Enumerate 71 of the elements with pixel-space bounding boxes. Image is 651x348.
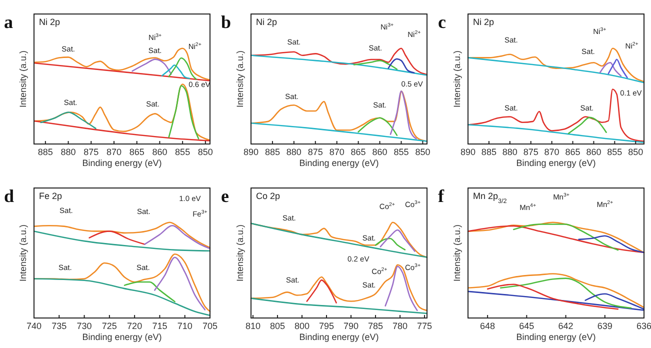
x-tick-label: 639	[597, 321, 612, 331]
x-tick-label: 860	[372, 147, 388, 157]
x-tick-label: 870	[544, 147, 560, 157]
x-tick-label: 875	[84, 147, 99, 157]
x-tick-label: 795	[318, 321, 334, 331]
y-axis-title: Intensity (a.u.)	[452, 50, 462, 108]
chart-title: Ni 2p	[473, 17, 494, 27]
x-tick-label: 880	[502, 147, 518, 157]
x-tick-label: 870	[106, 147, 122, 157]
x-tick-label: 860	[152, 147, 168, 157]
chart-title: Co 2p	[256, 191, 280, 201]
x-tick-label: 790	[343, 321, 359, 331]
x-tick-label: 865	[129, 147, 144, 157]
x-tick-label: 785	[368, 321, 384, 331]
x-tick-label: 740	[26, 321, 42, 331]
x-axis-title: Binding energy (eV)	[516, 158, 596, 168]
x-tick-label: 875	[523, 147, 538, 157]
x-tick-label: 855	[394, 147, 409, 157]
x-tick-label: 850	[415, 147, 430, 157]
x-tick-label: 735	[52, 321, 67, 331]
y-axis-title: Intensity (a.u.)	[18, 50, 28, 108]
y-axis-title: Intensity (a.u.)	[18, 224, 28, 282]
x-tick-label: 870	[329, 147, 344, 157]
x-tick-label: 636	[636, 321, 651, 331]
chart-title: Ni 2p	[39, 17, 60, 27]
x-tick-label: 860	[586, 147, 602, 157]
x-axis-title: Binding energy (eV)	[299, 158, 379, 168]
x-tick-label: 805	[270, 321, 285, 331]
x-tick-label: 875	[308, 147, 323, 157]
text: a	[4, 12, 13, 32]
x-tick-label: 705	[202, 321, 218, 331]
x-tick-label: 880	[286, 147, 302, 157]
x-tick-label: 730	[76, 321, 92, 331]
x-tick-label: 810	[245, 321, 260, 331]
x-tick-label: 645	[519, 321, 534, 331]
text: c	[438, 12, 446, 32]
x-tick-label: 885	[264, 147, 280, 157]
x-tick-label: 720	[127, 321, 142, 331]
x-tick-label: 648	[480, 321, 496, 331]
x-tick-label: 890	[460, 147, 476, 157]
x-tick-label: 725	[102, 321, 117, 331]
x-tick-label: 850	[198, 147, 213, 157]
text: b	[221, 12, 232, 32]
x-tick-label: 710	[177, 321, 192, 331]
x-axis-title: Binding energy (eV)	[516, 332, 596, 342]
x-tick-label: 855	[175, 147, 190, 157]
text: f	[438, 186, 445, 206]
y-axis-title: Intensity (a.u.)	[235, 50, 245, 108]
x-tick-label: 865	[565, 147, 580, 157]
x-tick-label: 865	[350, 147, 366, 157]
y-axis-title: Intensity (a.u.)	[235, 224, 245, 282]
x-axis-title: Binding energy (eV)	[82, 158, 162, 168]
y-axis-title: Intensity (a.u.)	[452, 224, 462, 282]
x-axis-title: Binding energy (eV)	[299, 332, 379, 342]
x-axis-title: Binding energy (eV)	[82, 332, 162, 342]
text: d	[4, 186, 14, 206]
x-tick-label: 775	[417, 321, 432, 331]
x-tick-label: 880	[60, 147, 76, 157]
x-tick-label: 890	[243, 147, 259, 157]
x-tick-label: 715	[152, 321, 168, 331]
text: e	[221, 186, 229, 206]
x-tick-label: 885	[481, 147, 496, 157]
chart-title: Fe 2p	[39, 191, 62, 201]
x-tick-label: 642	[558, 321, 574, 331]
x-tick-label: 885	[38, 147, 53, 157]
x-tick-label: 855	[607, 147, 622, 157]
chart-title: Ni 2p	[256, 17, 278, 27]
chart-title: Mn 2p$_{3/2}$	[473, 191, 508, 204]
x-tick-label: 780	[392, 321, 408, 331]
x-tick-label: 800	[294, 321, 310, 331]
x-tick-label: 850	[628, 147, 644, 157]
